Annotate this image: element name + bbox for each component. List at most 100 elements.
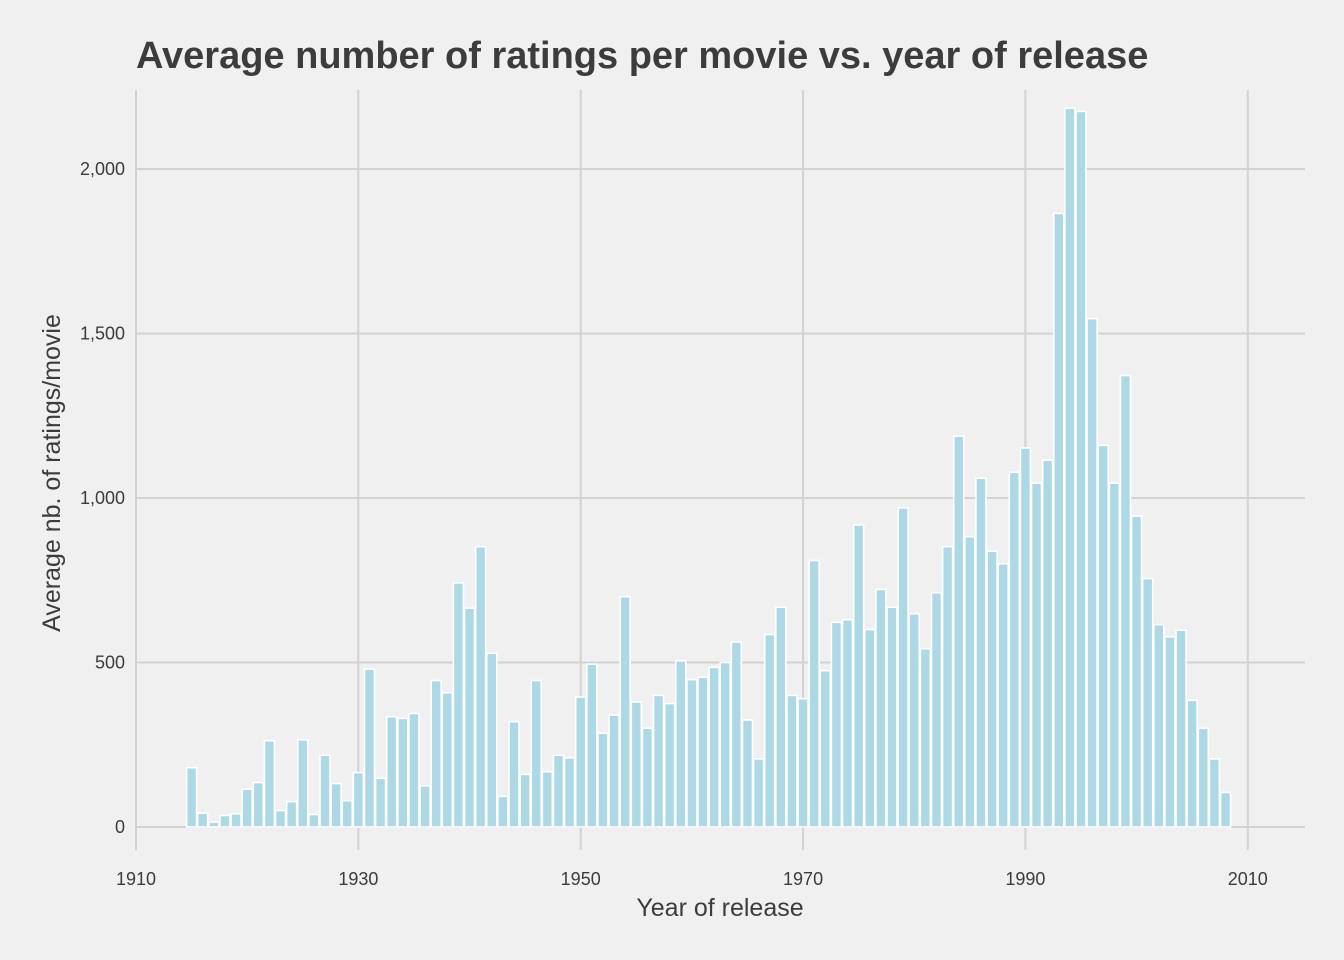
x-axis-ticks: 1910 1930 1950 1970 1990 2010	[116, 869, 1268, 889]
bar	[296, 738, 309, 828]
x-tick-label: 1910	[116, 869, 156, 889]
x-tick-label: 2010	[1228, 869, 1268, 889]
bar	[508, 720, 520, 828]
bar	[763, 633, 776, 828]
bar	[708, 666, 720, 828]
bar	[875, 588, 887, 828]
bar	[308, 813, 320, 828]
bar	[841, 618, 854, 828]
bar	[941, 545, 954, 828]
bar	[530, 679, 543, 828]
bar	[1097, 444, 1110, 828]
x-axis-title: Year of release	[636, 894, 803, 922]
bar	[1041, 459, 1054, 828]
bar	[908, 612, 921, 828]
bar	[952, 435, 965, 828]
bar	[397, 717, 409, 828]
bar	[319, 754, 331, 828]
bar	[730, 641, 743, 828]
bar	[1141, 577, 1154, 828]
bar	[263, 739, 276, 828]
bar	[630, 701, 643, 828]
bar	[374, 777, 387, 828]
y-tick-label: 0	[115, 817, 125, 837]
bar	[497, 795, 509, 828]
bar	[196, 812, 209, 828]
bar	[586, 663, 598, 828]
bar	[485, 652, 498, 828]
bar	[1064, 107, 1076, 828]
bars	[185, 107, 1232, 828]
bar	[208, 821, 220, 828]
x-tick-label: 1930	[338, 869, 378, 889]
bar	[1175, 629, 1187, 828]
y-tick-label: 1,000	[80, 488, 125, 508]
bar	[1197, 727, 1210, 828]
bar	[1164, 636, 1176, 828]
bar	[230, 813, 242, 828]
bar	[541, 770, 554, 828]
bar	[252, 781, 265, 828]
bar	[363, 668, 376, 828]
bar	[819, 669, 832, 828]
bar	[686, 678, 698, 828]
bar	[419, 785, 431, 828]
bar	[1219, 791, 1232, 828]
y-axis-title: Average nb. of ratings/movie	[38, 314, 66, 632]
bar	[1052, 212, 1065, 828]
y-axis-ticks: 0 500 1,000 1,500 2,000	[80, 159, 125, 837]
bar	[830, 621, 843, 828]
bar	[474, 545, 487, 828]
bar	[352, 771, 365, 828]
bar	[852, 524, 865, 828]
bar	[752, 758, 765, 828]
bar	[185, 766, 198, 828]
bar	[674, 660, 687, 828]
bar	[808, 559, 820, 828]
bar	[552, 754, 565, 828]
y-tick-label: 2,000	[80, 159, 125, 179]
bar	[1153, 623, 1165, 828]
bar	[330, 782, 342, 828]
bar	[1130, 515, 1143, 828]
bar	[1075, 110, 1087, 828]
bar	[430, 679, 442, 828]
bar	[741, 719, 754, 828]
bar	[608, 714, 620, 828]
x-tick-label: 1950	[561, 869, 601, 889]
bar	[597, 732, 609, 828]
y-tick-label: 500	[95, 652, 125, 672]
bar	[719, 661, 732, 828]
bar	[574, 696, 587, 828]
bar	[1186, 699, 1198, 828]
bar	[452, 582, 465, 828]
bar	[1019, 447, 1032, 828]
bar	[797, 697, 809, 828]
bar	[341, 799, 354, 828]
bar	[775, 606, 787, 828]
bar	[652, 694, 665, 828]
x-tick-label: 1970	[783, 869, 823, 889]
bar	[408, 712, 420, 828]
bar	[285, 800, 298, 828]
bar	[1108, 482, 1121, 828]
bar	[663, 702, 676, 828]
bar	[441, 691, 454, 828]
x-tick-label: 1990	[1005, 869, 1045, 889]
bar	[886, 606, 898, 828]
bar	[219, 814, 231, 828]
bar	[919, 647, 932, 828]
bar	[786, 694, 798, 828]
bar	[964, 535, 976, 828]
bar	[863, 628, 876, 828]
bar	[1008, 471, 1021, 828]
y-tick-label: 1,500	[80, 323, 125, 343]
bar	[241, 788, 253, 828]
bar	[463, 607, 476, 828]
bar	[1119, 374, 1132, 828]
bar	[997, 562, 1009, 828]
bar	[519, 773, 531, 828]
bar	[930, 591, 943, 828]
bar	[975, 477, 987, 828]
